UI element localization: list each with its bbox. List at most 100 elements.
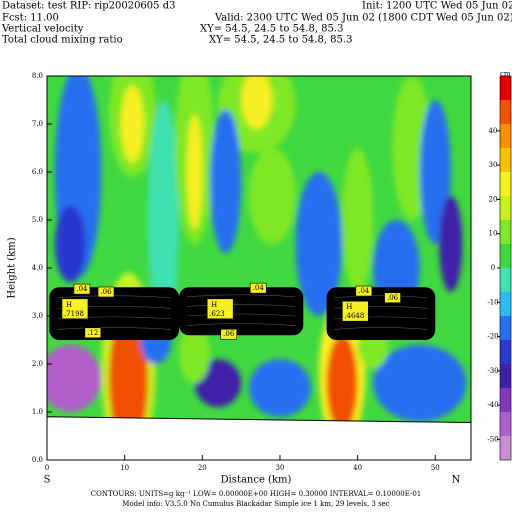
colorbar-swatch <box>500 340 511 364</box>
y-tick-label: 7.0 <box>32 120 43 128</box>
contour-label: .04 <box>253 284 265 292</box>
colorbar-tick-label: 30 <box>489 161 498 169</box>
header-xy: XY= 54.5, 24.5 to 54.8, 85.3 <box>209 35 352 46</box>
terrain <box>47 416 471 460</box>
contour-label: .12 <box>87 329 98 337</box>
field-blob <box>439 196 463 292</box>
y-tick-label: 6.0 <box>32 168 43 176</box>
maximum-box <box>206 298 234 320</box>
field-blob <box>419 100 451 244</box>
colorbar-swatch <box>500 388 511 412</box>
x-tick-label: 30 <box>276 464 285 472</box>
axis-end-label: S <box>44 475 51 486</box>
y-tick-label: 8.0 <box>32 72 43 80</box>
colorbar-tick-label: 20 <box>489 195 498 203</box>
contour-label: .06 <box>387 294 399 302</box>
colorbar-swatch <box>500 76 511 100</box>
cloud-contour <box>334 295 428 299</box>
field <box>47 76 467 460</box>
colorbar-swatch <box>500 268 511 292</box>
y-axis-label: Height (km) <box>7 237 18 298</box>
maximum-box <box>61 298 89 320</box>
colorbar-swatch <box>500 292 511 316</box>
plot-area <box>47 76 471 460</box>
x-tick-label: 20 <box>198 464 207 472</box>
x-tick-label: 0 <box>45 464 49 472</box>
header-valid: Valid: 2300 UTC Wed 05 Jun 02 (1800 CDT … <box>214 13 512 24</box>
maximum-value: .4648 <box>344 312 364 320</box>
header-init: Init: 1200 UTC Wed 05 Jun 02 <box>362 1 512 12</box>
colorbar-swatch <box>500 124 511 148</box>
contour-label-box <box>73 283 91 295</box>
cloud-contour <box>186 294 296 298</box>
colorbar-tick-label: -40 <box>487 401 498 409</box>
field-blob <box>47 344 102 412</box>
field-blob <box>147 100 180 340</box>
cloud-contour <box>186 323 296 326</box>
colorbar-swatch <box>500 436 511 460</box>
contour-label-box <box>84 327 102 339</box>
x-tick-label: 50 <box>431 464 440 472</box>
header-field: Total cloud mixing ratio <box>2 35 123 46</box>
colorbar-swatch <box>500 148 511 172</box>
cloud-contour <box>186 304 296 307</box>
cloud-contour <box>57 327 172 330</box>
field-blob <box>109 306 148 451</box>
footer: CONTOURS: UNITS=g kg⁻¹ LOW= 0.00000E+00 … <box>91 490 422 498</box>
contour-label-box <box>355 285 373 297</box>
colorbar-tick-label: -50 <box>487 435 498 443</box>
header-fcst: Fcst: 11.00 <box>2 13 59 24</box>
colorbar-tick-label: -20 <box>487 333 498 341</box>
field-blob <box>210 109 242 254</box>
cloud <box>326 287 436 340</box>
x-axis-label: Distance (km) <box>221 475 292 486</box>
colorbar-swatch <box>500 412 511 436</box>
colorbar-tick-label: 40 <box>489 127 498 135</box>
contour-label-box <box>384 292 401 304</box>
maximum-label: H <box>346 303 352 311</box>
field-blob <box>179 325 211 384</box>
maximum-value: .623 <box>209 310 225 318</box>
contour-label: .06 <box>223 330 235 338</box>
field-blob <box>241 76 273 129</box>
header-xy: XY= 54.5, 24.5 to 54.8, 85.3 <box>200 24 343 35</box>
cloud-contour <box>334 327 428 330</box>
y-tick-label: 0.0 <box>32 456 43 464</box>
colorbar-unit: cm s⁻¹ <box>500 70 512 78</box>
field-blob <box>373 344 467 422</box>
colorbar-swatch <box>500 100 511 124</box>
contour-label: .06 <box>100 288 112 296</box>
overlay: 0 10 20 30 40 50 0.0 1.0 2.0 3.0 4.0 5.0 6.0 7.0 8.0 .0… <box>32 72 512 472</box>
y-tick-label: 3.0 <box>32 312 43 320</box>
colorbar-swatch <box>500 364 511 388</box>
maximum-label: H <box>211 301 217 309</box>
colorbar-tick-label: -30 <box>487 367 498 375</box>
field-blob <box>186 114 203 230</box>
field-blob <box>120 85 145 163</box>
colorbar-swatch <box>500 244 511 268</box>
field-blob <box>342 148 374 292</box>
maximum-value: .7198 <box>64 310 84 318</box>
contour-label-box <box>97 286 115 298</box>
cloud <box>179 287 304 336</box>
field-blob <box>326 335 358 432</box>
x-tick-label: 10 <box>120 464 129 472</box>
field-blob <box>295 172 343 316</box>
maximum-box <box>341 300 369 322</box>
header-field: Vertical velocity <box>1 24 84 35</box>
contour-label: .04 <box>358 287 370 295</box>
contour-label: .04 <box>76 285 88 293</box>
y-tick-label: 5.0 <box>32 216 43 224</box>
contour-label-box <box>249 282 267 294</box>
y-tick-label: 4.0 <box>32 264 43 272</box>
colorbar-swatch <box>500 172 511 196</box>
colorbar-tick-label: 0 <box>491 264 495 272</box>
maximum-label: H <box>66 301 72 309</box>
field-blob <box>248 359 312 417</box>
cloud-contour <box>186 313 296 317</box>
contour-label-box <box>220 328 238 340</box>
colorbar-swatch <box>500 196 511 220</box>
colorbar-swatch <box>500 316 511 340</box>
colorbar-tick-label: -10 <box>487 298 498 306</box>
